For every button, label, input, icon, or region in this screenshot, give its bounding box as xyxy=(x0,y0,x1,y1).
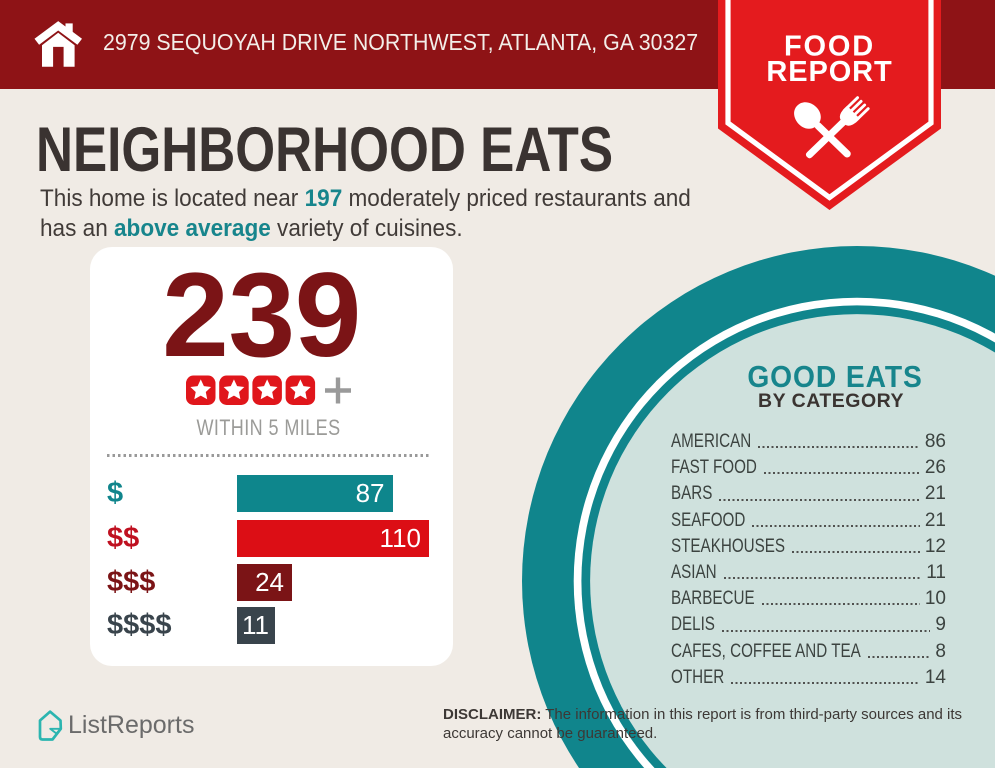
svg-text:REPORT: REPORT xyxy=(766,56,892,88)
svg-text:FOOD: FOOD xyxy=(784,30,875,62)
